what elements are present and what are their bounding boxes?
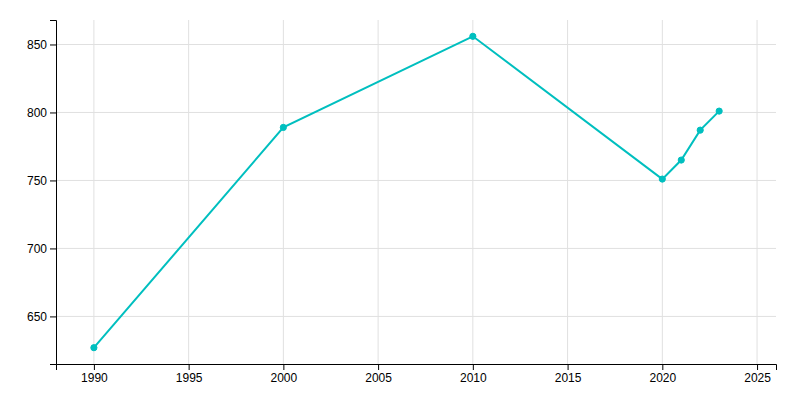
- x-tick: 2005: [365, 364, 392, 385]
- point: [678, 157, 684, 163]
- y-tick: 800: [27, 106, 56, 120]
- plot: 1990 1995 2000 2005 2010 2015 2020 2025 650 700 75…: [27, 20, 777, 385]
- y-tick: 700: [27, 242, 56, 256]
- point: [280, 124, 286, 130]
- grid-line-x: [662, 20, 663, 364]
- x-tick: 1995: [176, 364, 203, 385]
- point: [91, 345, 97, 351]
- y-tick-mark: [50, 316, 56, 317]
- x-tick-mark: [662, 364, 663, 370]
- x-tick-mark: [757, 364, 758, 370]
- x-tick-mark: [473, 364, 474, 370]
- y-tick: 850: [27, 38, 56, 52]
- grid-line-y: [56, 248, 776, 249]
- y-tick-mark: [50, 112, 56, 113]
- point: [659, 176, 665, 182]
- grid-line-y: [56, 180, 776, 181]
- x-tick-label: 2005: [365, 371, 392, 385]
- x-tick-mark: [189, 364, 190, 370]
- y-tick-mark: [50, 248, 56, 249]
- y-tick-label: 800: [27, 106, 47, 120]
- grid-line-x: [283, 20, 284, 364]
- x-tick-label: 2025: [744, 371, 771, 385]
- y-tick-label: 650: [27, 310, 47, 324]
- y-tick: 750: [27, 174, 56, 188]
- grid-line-x: [378, 20, 379, 364]
- x-tick-label: 1995: [176, 371, 203, 385]
- grid-line-x: [188, 20, 189, 364]
- grid-line-x: [472, 20, 473, 364]
- y-axis-line: [50, 21, 57, 365]
- grid-line-y: [56, 112, 776, 113]
- grid: [56, 20, 776, 364]
- x-tick: 2010: [460, 364, 487, 385]
- grid-line-y: [56, 44, 776, 45]
- line: [94, 36, 719, 347]
- x-tick-label: 2010: [460, 371, 487, 385]
- grid-line-y: [56, 316, 776, 317]
- point: [697, 127, 703, 133]
- x-tick-label: 1990: [81, 371, 108, 385]
- x-tick: 2020: [649, 364, 676, 385]
- x-tick-mark: [283, 364, 284, 370]
- x-tick: 1990: [81, 364, 108, 385]
- y-axis: 650 700 750 800 850: [27, 21, 57, 365]
- x-tick: 2025: [744, 364, 771, 385]
- grid-line-x: [93, 20, 94, 364]
- y-tick: 650: [27, 310, 56, 324]
- y-tick-mark: [50, 180, 56, 181]
- chart: 1990 1995 2000 2005 2010 2015 2020 2025 650 700 75…: [0, 0, 800, 400]
- y-tick-label: 850: [27, 38, 47, 52]
- y-tick-mark: [50, 44, 56, 45]
- x-tick-mark: [94, 364, 95, 370]
- point: [716, 108, 722, 114]
- x-tick: 2000: [271, 364, 298, 385]
- series: [91, 33, 722, 351]
- x-tick-mark: [568, 364, 569, 370]
- y-tick-label: 750: [27, 174, 47, 188]
- x-tick-label: 2020: [649, 371, 676, 385]
- x-tick-mark: [378, 364, 379, 370]
- point: [470, 33, 476, 39]
- x-tick-label: 2000: [271, 371, 298, 385]
- x-axis-line: [57, 365, 777, 371]
- x-axis: 1990 1995 2000 2005 2010 2015 2020 2025: [57, 364, 777, 385]
- grid-line-x: [757, 20, 758, 364]
- grid-line-x: [567, 20, 568, 364]
- x-tick: 2015: [555, 364, 582, 385]
- x-tick-label: 2015: [555, 371, 582, 385]
- y-tick-label: 700: [27, 242, 47, 256]
